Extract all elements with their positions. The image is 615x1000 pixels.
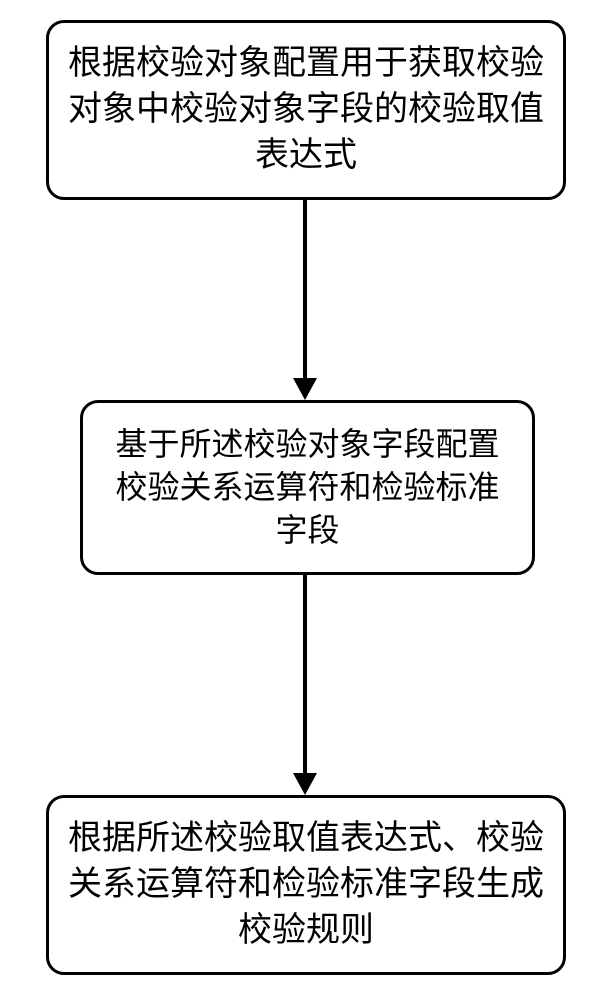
flow-node-text: 根据校验对象配置用于获取校验对象中校验对象字段的校验取值表达式	[67, 41, 545, 179]
flow-edge-line	[303, 575, 307, 775]
flow-edge-line	[303, 200, 307, 380]
flow-edge-arrowhead	[293, 378, 317, 400]
flow-node-text: 基于所述校验对象字段配置校验关系运算符和检验标准字段	[101, 423, 514, 553]
flow-node-n2: 基于所述校验对象字段配置校验关系运算符和检验标准字段	[80, 400, 535, 575]
flow-node-n1: 根据校验对象配置用于获取校验对象中校验对象字段的校验取值表达式	[46, 20, 566, 200]
flow-edge-arrowhead	[293, 773, 317, 795]
flow-node-text: 根据所述校验取值表达式、校验关系运算符和检验标准字段生成校验规则	[67, 816, 545, 954]
flow-node-n3: 根据所述校验取值表达式、校验关系运算符和检验标准字段生成校验规则	[46, 795, 566, 975]
flowchart-canvas: 根据校验对象配置用于获取校验对象中校验对象字段的校验取值表达式基于所述校验对象字…	[0, 0, 615, 1000]
